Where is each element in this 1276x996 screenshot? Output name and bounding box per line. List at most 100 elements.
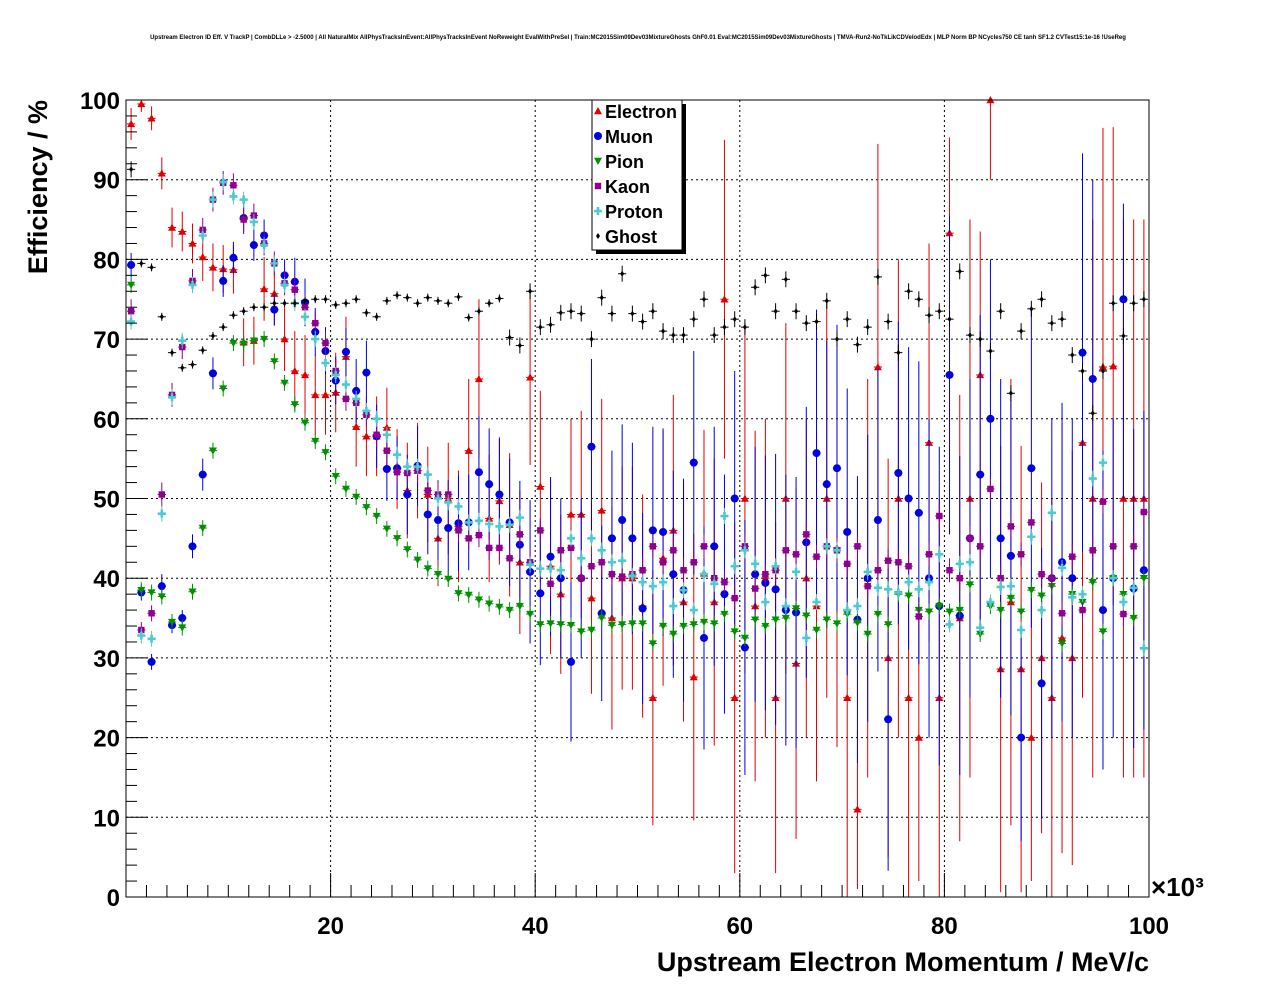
electron-point <box>914 733 923 741</box>
muon-point <box>423 510 432 519</box>
pion-point <box>720 610 729 619</box>
pion-point <box>863 630 872 638</box>
proton-point <box>485 520 494 529</box>
pion-point <box>587 626 596 635</box>
legend-marker-muon <box>594 132 602 140</box>
proton-point <box>270 259 279 268</box>
ghost-point <box>200 347 205 354</box>
pion-point <box>710 620 719 628</box>
proton-point <box>423 470 432 479</box>
ghost-point <box>497 295 502 302</box>
ghost-point <box>129 166 134 173</box>
muon-point <box>822 480 831 489</box>
muon-point <box>188 542 197 551</box>
kaon-point <box>670 547 677 554</box>
ghost-point <box>210 332 215 339</box>
pion-point <box>301 419 310 427</box>
kaon-point <box>322 339 329 347</box>
proton-point <box>832 546 841 555</box>
proton-point <box>1088 474 1097 483</box>
pion-point <box>526 610 535 619</box>
kaon-point <box>578 575 585 582</box>
kaon-point <box>158 491 166 498</box>
kaon-point <box>240 216 247 223</box>
kaon-point <box>516 531 524 538</box>
muon-point <box>127 260 136 269</box>
electron-point <box>536 482 545 490</box>
pion-point <box>157 593 166 601</box>
electron-point <box>321 390 330 399</box>
proton-point <box>638 578 647 587</box>
pion-point <box>618 621 627 629</box>
muon-point <box>434 516 443 525</box>
pion-point <box>802 612 811 620</box>
muon-point <box>362 368 371 377</box>
muon-point <box>1068 574 1077 583</box>
kaon-point <box>813 553 820 560</box>
electron-point <box>290 366 299 375</box>
ghost-point <box>865 324 870 331</box>
kaon-point <box>537 527 544 534</box>
proton-point <box>1098 458 1107 467</box>
proton-point <box>720 512 729 521</box>
ghost-point <box>415 300 420 307</box>
kaon-point <box>792 551 800 558</box>
ghost-point <box>395 292 400 299</box>
pion-point <box>996 606 1005 615</box>
muon-point <box>894 468 903 477</box>
electron-point <box>198 253 207 261</box>
legend-marker-kaon <box>594 182 602 190</box>
kaon-point <box>874 567 882 574</box>
proton-point <box>444 498 453 507</box>
x-tick-label: 80 <box>931 913 958 940</box>
proton-point <box>935 550 944 559</box>
ghost-point <box>538 324 543 331</box>
kaon-point <box>895 559 902 566</box>
pion-point <box>1139 575 1148 583</box>
ghost-point <box>998 308 1003 315</box>
ghost-point <box>343 300 348 307</box>
ghost-point <box>967 332 972 339</box>
kaon-point <box>854 543 861 550</box>
proton-point <box>761 598 770 607</box>
kaon-point <box>1017 551 1025 558</box>
pion-point <box>965 581 974 589</box>
pion-point <box>515 602 524 611</box>
pion-point <box>147 589 156 597</box>
muon-point <box>474 468 483 477</box>
ghost-point <box>783 276 788 283</box>
electron-point <box>147 114 156 122</box>
data-marks <box>127 96 1148 897</box>
electron-point <box>689 673 698 681</box>
pion-point <box>853 619 862 627</box>
muon-point <box>699 633 708 642</box>
muon-point <box>904 494 913 503</box>
pion-point <box>812 626 821 635</box>
pion-point <box>1098 628 1107 636</box>
ghost-point <box>742 324 747 331</box>
muon-point <box>1017 733 1026 742</box>
kaon-point <box>547 580 554 587</box>
muon-point <box>628 534 637 543</box>
proton-point <box>127 317 136 326</box>
electron-point <box>260 284 269 293</box>
ghost-point <box>640 318 645 325</box>
ghost-point <box>1090 410 1095 417</box>
legend-marker-ghost <box>596 233 600 239</box>
ghost-point <box>875 273 880 280</box>
proton-point <box>168 393 177 402</box>
proton-point <box>321 359 330 368</box>
proton-point <box>198 231 207 240</box>
ghost-point <box>333 301 338 308</box>
electron-point <box>904 693 913 701</box>
y-tick-label: 80 <box>93 247 120 274</box>
pion-point <box>1006 594 1015 603</box>
proton-point <box>1027 532 1036 541</box>
ghost-point <box>405 294 410 301</box>
ghost-point <box>988 348 993 355</box>
muon-point <box>914 508 923 517</box>
proton-point <box>628 571 637 580</box>
ghost-point <box>906 288 911 295</box>
electron-point <box>740 494 749 502</box>
proton-point <box>1058 563 1067 572</box>
